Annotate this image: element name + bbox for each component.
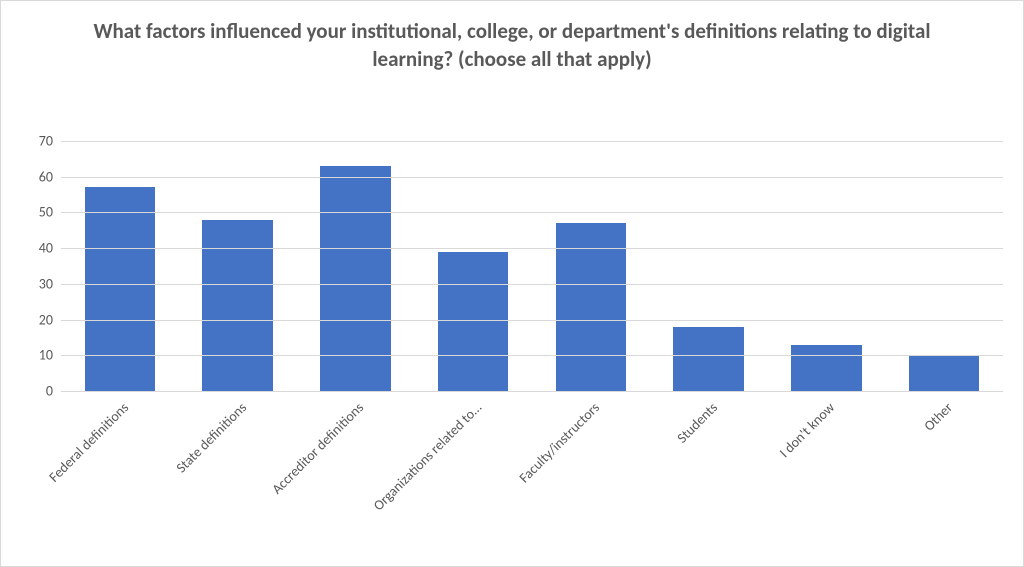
grid-line [61,141,1003,142]
grid-line [61,320,1003,321]
plot-area: 010203040506070 [61,141,1003,391]
bar-slot [650,141,768,391]
bar [909,355,980,391]
y-tick-label: 0 [46,383,61,400]
bar-slot [768,141,886,391]
grid-line [61,355,1003,356]
grid-line [61,248,1003,249]
x-axis-labels: Federal definitionsState definitionsAccr… [61,399,1003,549]
bar [202,220,273,391]
y-tick-label: 70 [39,133,61,150]
bar-slot [61,141,179,391]
x-tick-label: Students [673,399,721,447]
bars-group [61,141,1003,391]
bar [85,187,156,391]
y-tick-label: 20 [39,311,61,328]
grid-line [61,212,1003,213]
x-label-slot: I don't know [768,399,886,549]
grid-line [61,177,1003,178]
x-tick-label: Other [921,399,956,434]
y-tick-label: 60 [39,168,61,185]
y-tick-label: 40 [39,240,61,257]
bar-slot [532,141,650,391]
chart-title: What factors influenced your institution… [1,1,1023,74]
x-label-slot: Other [885,399,1003,549]
y-tick-label: 50 [39,204,61,221]
bar-slot [179,141,297,391]
chart-container: What factors influenced your institution… [0,0,1024,567]
x-label-slot: Students [650,399,768,549]
grid-line [61,391,1003,392]
bar [320,166,391,391]
bar-slot [414,141,532,391]
x-label-slot: Federal definitions [61,399,179,549]
bar [438,252,509,391]
x-tick-label: State definitions [172,399,249,476]
y-tick-label: 30 [39,275,61,292]
y-tick-label: 10 [39,347,61,364]
bar-slot [885,141,1003,391]
x-tick-label: Federal definitions [45,399,132,486]
x-label-slot: Faculty/instructors [532,399,650,549]
bar-slot [297,141,415,391]
x-tick-label: I don't know [776,399,838,461]
bar [791,345,862,391]
x-label-slot: Organizations related to… [414,399,532,549]
bar [673,327,744,391]
grid-line [61,284,1003,285]
